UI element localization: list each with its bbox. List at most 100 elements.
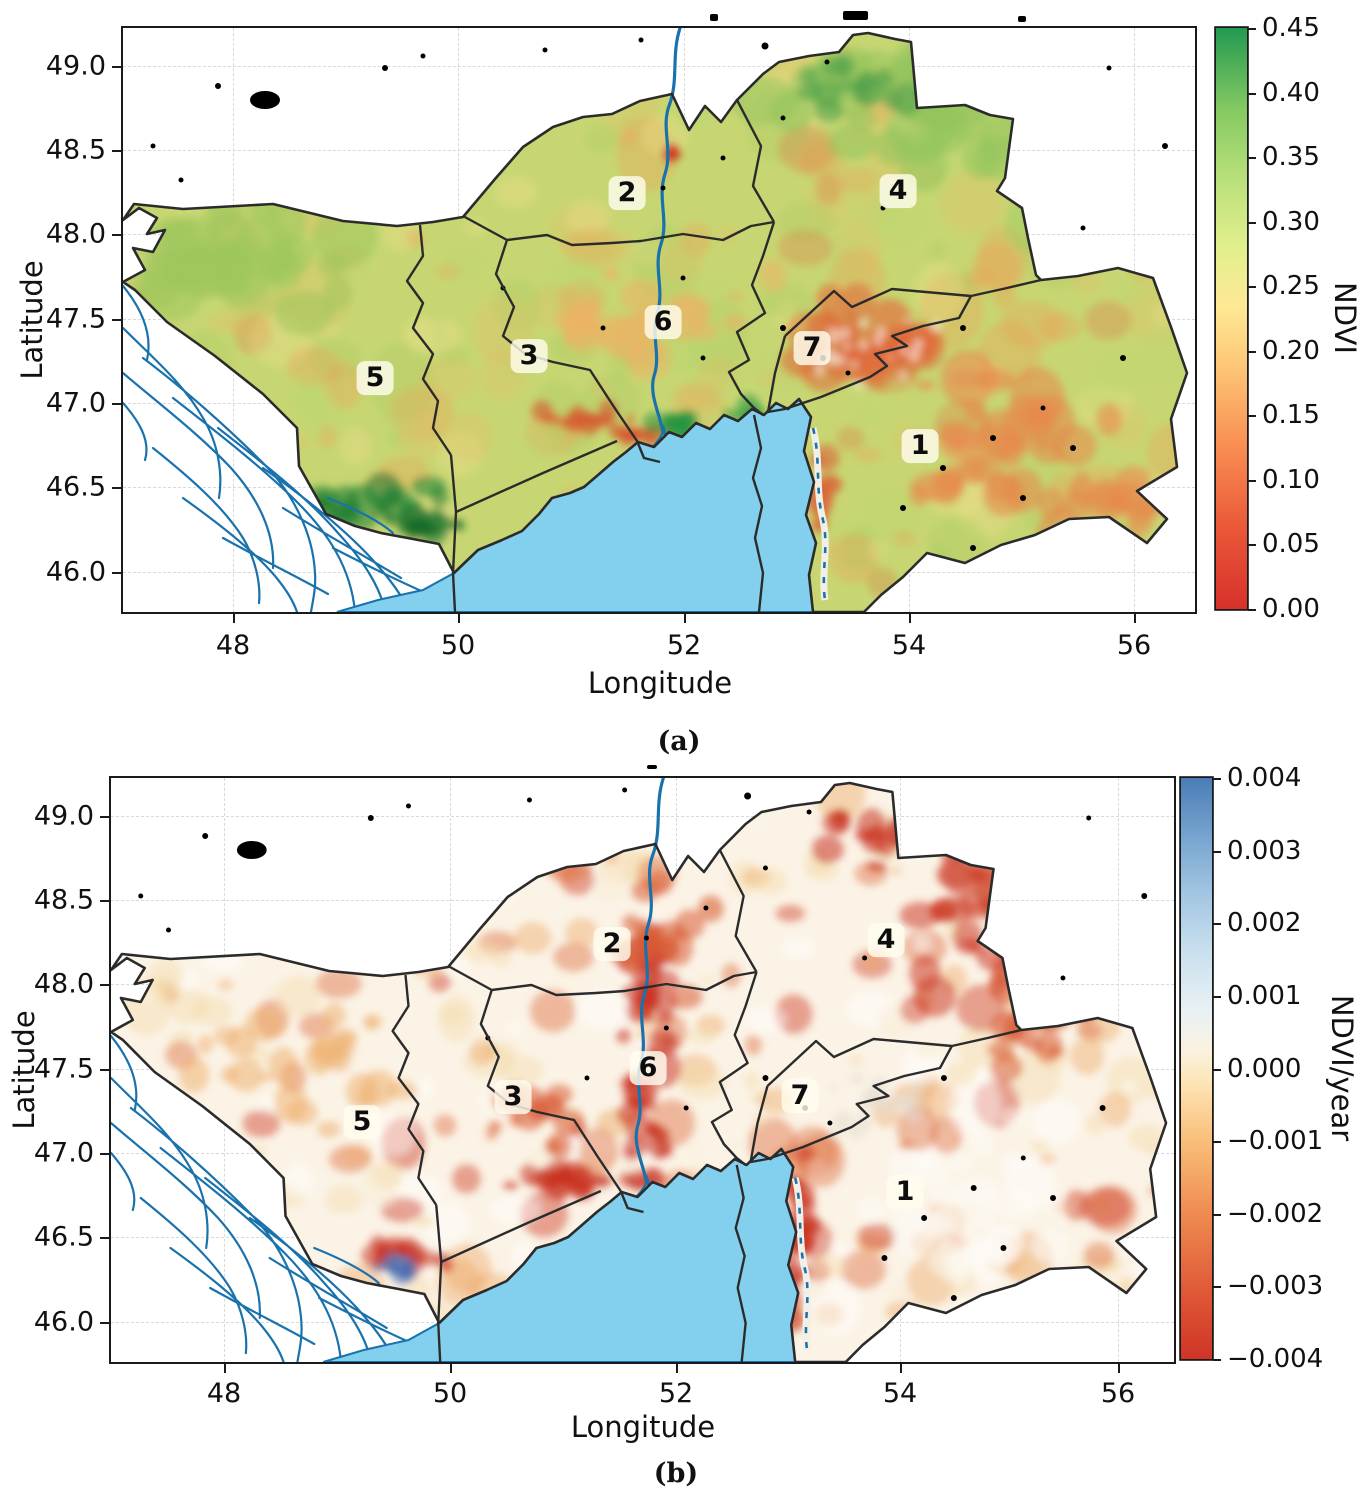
colorbar-tick (1213, 1286, 1221, 1288)
colorbar-tick-label: 0.25 (1262, 271, 1320, 301)
colorbar-tick (1248, 157, 1256, 159)
colorbar-axis-label: NDVI (1328, 282, 1362, 354)
region-label-1: 1 (901, 429, 939, 463)
colorbar-tick (1248, 480, 1256, 482)
colorbar-tick (1213, 1359, 1221, 1361)
region-label-4: 4 (867, 923, 905, 957)
x-tick-label: 54 (891, 630, 927, 661)
x-tick-label: 50 (440, 630, 476, 661)
colorbar-tick-label: 0.35 (1262, 142, 1320, 172)
x-tick-mark (458, 614, 460, 623)
x-tick-mark (1134, 614, 1136, 623)
colorbar-tick (1248, 415, 1256, 417)
colorbar-tick-label: 0.000 (1227, 1054, 1302, 1084)
y-tick-mark (100, 984, 109, 986)
region-label-6: 6 (644, 305, 682, 339)
y-tick-mark (112, 66, 121, 68)
map-plot-a: 1 2 3 4 5 6 7 (123, 28, 1195, 612)
y-axis-label: Latitude (15, 260, 49, 380)
colorbar-tick (1248, 28, 1256, 30)
x-tick-mark (450, 1364, 452, 1373)
caption-b: (b) (653, 1458, 699, 1489)
colorbar-tick-label: 0.10 (1262, 465, 1320, 495)
colorbar-ndvi-year (1181, 778, 1212, 1359)
region-label-2: 2 (608, 176, 646, 210)
region-label-3: 3 (510, 339, 548, 373)
x-tick-label: 56 (1100, 1378, 1136, 1409)
colorbar-tick-label: 0.40 (1262, 78, 1320, 108)
region-label-4: 4 (879, 174, 917, 208)
cropped-title-fragment (710, 14, 718, 21)
colorbar-tick (1213, 996, 1221, 998)
colorbar-tick-label: 0.00 (1262, 594, 1320, 624)
y-tick-mark (100, 1153, 109, 1155)
colorbar-tick-label: 0.20 (1262, 336, 1320, 366)
gridline (123, 66, 1195, 67)
y-tick-label: 47.5 (33, 1053, 94, 1085)
y-tick-label: 47.0 (33, 1137, 94, 1169)
x-tick-label: 48 (206, 1378, 242, 1409)
x-axis-label: Longitude (570, 1410, 716, 1444)
colorbar-tick-label: 0.45 (1262, 13, 1320, 43)
y-tick-mark (112, 572, 121, 574)
y-tick-mark (112, 319, 121, 321)
colorbar-tick-label: 0.002 (1227, 908, 1302, 938)
colorbar-tick (1213, 1141, 1221, 1143)
colorbar-tick-label: −0.003 (1227, 1271, 1324, 1301)
colorbar-tick-label: −0.004 (1227, 1344, 1324, 1374)
y-tick-mark (100, 1237, 109, 1239)
x-tick-label: 52 (666, 630, 702, 661)
x-tick-mark (233, 614, 235, 623)
region-label-2: 2 (593, 927, 631, 961)
map-plot-b: 1 2 3 4 5 6 7 (111, 778, 1174, 1362)
colorbar-tick (1213, 1069, 1221, 1071)
y-tick-label: 48.5 (33, 884, 94, 916)
y-tick-mark (100, 900, 109, 902)
colorbar-tick (1213, 778, 1221, 780)
colorbar-tick-label: 0.15 (1262, 400, 1320, 430)
region-label-7: 7 (781, 1079, 819, 1113)
region-label-3: 3 (494, 1080, 532, 1114)
colorbar-tick (1248, 222, 1256, 224)
colorbar-tick (1248, 351, 1256, 353)
y-tick-mark (112, 150, 121, 152)
ndvi-map (123, 28, 1189, 612)
y-tick-mark (112, 403, 121, 405)
y-tick-mark (112, 234, 121, 236)
colorbar-tick (1213, 1214, 1221, 1216)
region-label-7: 7 (793, 331, 831, 365)
colorbar-tick (1248, 286, 1256, 288)
region-label-5: 5 (343, 1105, 381, 1139)
gridline (111, 816, 1174, 817)
region-label-1: 1 (886, 1175, 924, 1209)
x-tick-mark (909, 614, 911, 623)
x-tick-mark (676, 1364, 678, 1373)
colorbar-tick-label: 0.004 (1227, 763, 1302, 793)
colorbar-tick-label: −0.002 (1227, 1199, 1324, 1229)
x-tick-mark (684, 614, 686, 623)
x-tick-label: 56 (1116, 630, 1152, 661)
y-tick-mark (100, 1069, 109, 1071)
y-tick-label: 49.0 (33, 800, 94, 832)
colorbar-tick (1248, 93, 1256, 95)
x-tick-label: 48 (215, 630, 251, 661)
cropped-title-fragment (1018, 16, 1026, 22)
colorbar-tick (1248, 544, 1256, 546)
y-tick-label: 46.5 (45, 471, 106, 503)
y-tick-label: 47.5 (45, 303, 106, 335)
y-tick-label: 48.0 (33, 968, 94, 1000)
ndvi-trend-map (111, 778, 1168, 1362)
x-tick-mark (1118, 1364, 1120, 1373)
caption-a: (a) (657, 726, 701, 757)
y-tick-mark (100, 816, 109, 818)
colorbar-tick-label: −0.001 (1227, 1126, 1324, 1156)
y-tick-label: 49.0 (45, 50, 106, 82)
colorbar-axis-label: NDVI/year (1325, 994, 1359, 1142)
x-tick-mark (224, 1364, 226, 1373)
cropped-title-fragment (843, 11, 868, 20)
x-axis-label: Longitude (587, 666, 733, 700)
region-label-6: 6 (629, 1051, 667, 1085)
y-tick-label: 48.5 (45, 134, 106, 166)
y-tick-mark (112, 487, 121, 489)
y-tick-label: 46.0 (33, 1306, 94, 1338)
